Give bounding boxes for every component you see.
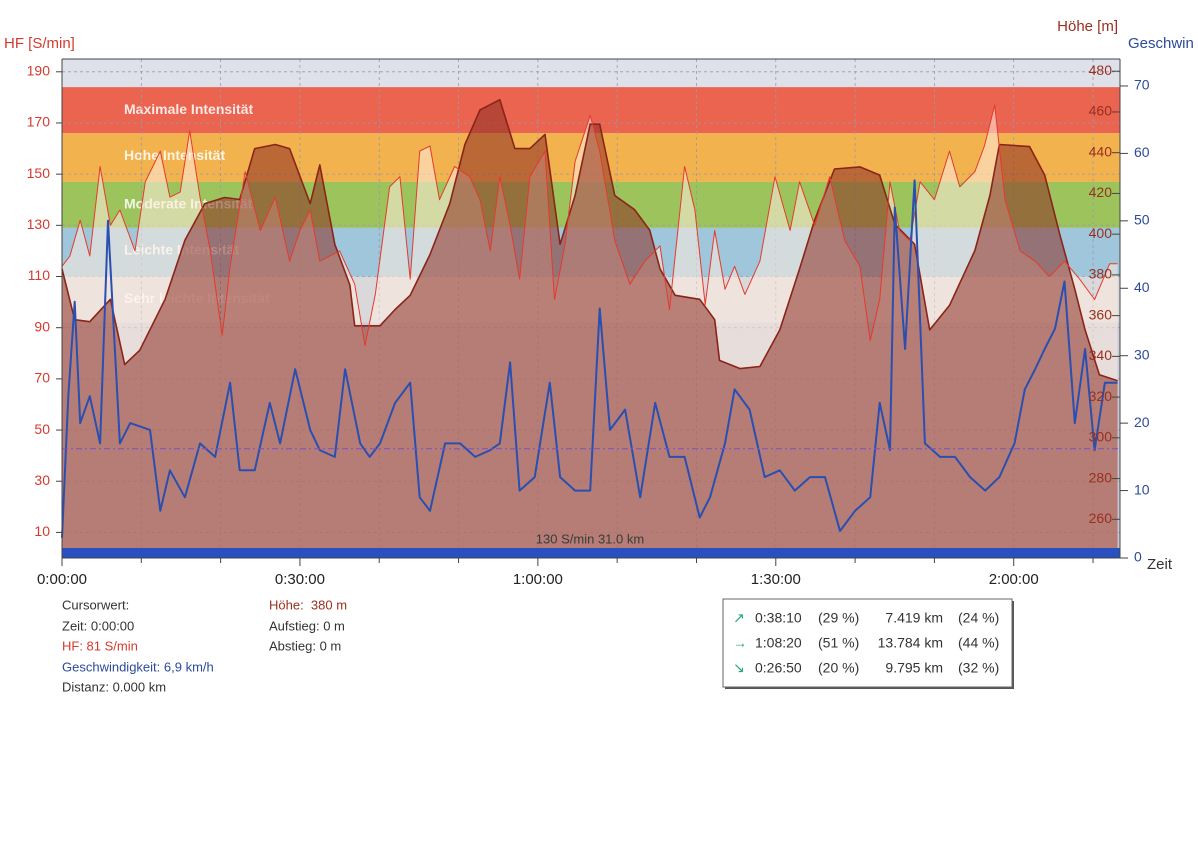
summary-cell: 0:38:10 (755, 610, 802, 626)
cursor-speed: Geschwindigkeit: 6,9 km/h (62, 659, 214, 674)
summary-cell: (44 %) (958, 635, 999, 651)
summary-cell: (24 %) (958, 610, 999, 626)
y3-tick-label: 0 (1134, 549, 1142, 565)
summary-cell: 0:26:50 (755, 660, 802, 676)
y3-tick-label: 20 (1134, 414, 1150, 430)
y2-tick-label: 260 (1089, 510, 1113, 526)
y-tick-label: 130 (27, 216, 51, 232)
summary-box (722, 598, 1013, 688)
zone-label: Maximale Intensität (124, 101, 253, 117)
cursor-label: Cursorwert: (62, 597, 129, 612)
x-axis-title: Zeit (1147, 556, 1173, 573)
y3-tick-label: 70 (1134, 77, 1150, 93)
summary-cell: 7.419 km (885, 610, 943, 626)
y2-tick-label: 300 (1089, 429, 1113, 445)
y2-tick-label: 360 (1089, 306, 1113, 322)
x-tick-label: 1:00:00 (513, 571, 563, 588)
y2-tick-label: 480 (1089, 62, 1113, 78)
bottom-strip (62, 548, 1120, 558)
summary-cell: 9.795 km (885, 660, 943, 676)
cursor-panel: Cursorwert: Zeit: 0:00:00 HF: 81 S/min G… (62, 597, 347, 694)
y3-axis-title: Geschwin (1128, 35, 1194, 52)
direction-icon: → (733, 635, 747, 651)
y3-tick-label: 50 (1134, 212, 1150, 228)
zone-label: Hohe Intensität (124, 147, 225, 163)
cursor-ascent: Aufstieg: 0 m (269, 618, 345, 633)
series-line (61, 98, 1118, 382)
summary-cell: 13.784 km (878, 635, 943, 651)
summary-cell: (32 %) (958, 660, 999, 676)
summary-cell: (20 %) (818, 660, 859, 676)
y2-tick-label: 340 (1089, 347, 1113, 363)
fills (62, 99, 1118, 558)
cursor-annotation: 130 S/min 31.0 km (536, 531, 644, 546)
cursor-descent: Abstieg: 0 m (269, 638, 341, 653)
x-tick-label: 2:00:00 (989, 571, 1039, 588)
summary-table: ↗ 0:38:10 (29 %) 7.419 km (24 %) → 1:08:20 (51 … (733, 610, 999, 676)
summary-cell: (51 %) (818, 635, 859, 651)
y-tick-label: 170 (27, 114, 51, 130)
y2-tick-label: 400 (1089, 225, 1113, 241)
y-tick-label: 190 (27, 62, 51, 78)
y-tick-label: 110 (28, 267, 51, 283)
y2-tick-label: 280 (1089, 469, 1113, 485)
y3-tick-label: 40 (1134, 279, 1150, 295)
y-tick-label: 150 (27, 165, 51, 181)
cursor-hf: HF: 81 S/min (62, 638, 138, 653)
y-tick-label: 50 (34, 421, 50, 437)
cursor-time: Zeit: 0:00:00 (62, 618, 134, 633)
y2-tick-label: 420 (1089, 184, 1113, 200)
x-tick-label: 1:30:00 (751, 571, 801, 588)
summary-cell: 1:08:20 (755, 635, 802, 651)
y2-axis-title: Höhe [m] (1057, 18, 1118, 35)
y-tick-label: 70 (34, 370, 50, 386)
series-line (61, 104, 1118, 347)
series-line (61, 179, 1118, 538)
y2-tick-label: 380 (1089, 266, 1113, 282)
summary-cell: (29 %) (818, 610, 859, 626)
cursor-altitude: Höhe: 380 m (269, 597, 347, 612)
y-axis-title: HF [S/min] (4, 35, 75, 52)
y-tick-label: 30 (34, 472, 50, 488)
x-tick-label: 0:30:00 (275, 571, 325, 588)
y2-tick-label: 320 (1089, 388, 1113, 404)
axes: 1030507090110130150170190260280300320340… (27, 58, 1150, 588)
direction-icon: ↗ (733, 610, 745, 626)
y3-tick-label: 10 (1134, 481, 1150, 497)
y2-tick-label: 460 (1089, 103, 1113, 119)
y-tick-label: 90 (34, 318, 50, 334)
area-fill (62, 99, 1118, 558)
y3-tick-label: 60 (1134, 144, 1150, 160)
lines (61, 98, 1120, 538)
direction-icon: ↘ (733, 660, 745, 676)
x-tick-label: 0:00:00 (37, 571, 87, 588)
cursor-distance: Distanz: 0.000 km (62, 679, 166, 694)
y3-tick-label: 30 (1134, 346, 1150, 362)
y2-tick-label: 440 (1089, 143, 1113, 159)
y-tick-label: 10 (34, 523, 50, 539)
